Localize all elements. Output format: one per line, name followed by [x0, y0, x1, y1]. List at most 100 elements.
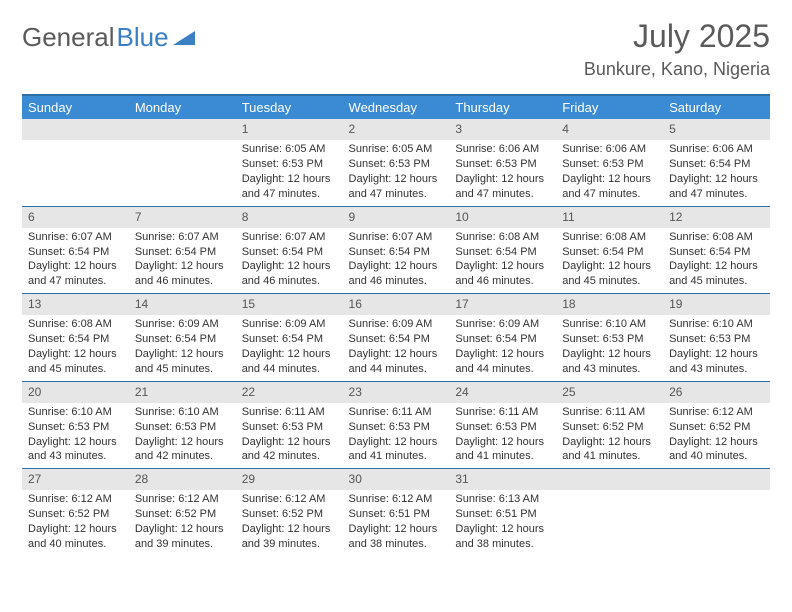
daylight-line: Daylight: 12 hours and 38 minutes. [349, 522, 444, 552]
day-body: Sunrise: 6:10 AMSunset: 6:53 PMDaylight:… [22, 403, 129, 468]
calendar-day-cell: 28Sunrise: 6:12 AMSunset: 6:52 PMDayligh… [129, 469, 236, 556]
sunset-line: Sunset: 6:53 PM [28, 420, 123, 435]
daylight-line: Daylight: 12 hours and 47 minutes. [455, 172, 550, 202]
daylight-line: Daylight: 12 hours and 44 minutes. [242, 347, 337, 377]
sunset-line: Sunset: 6:54 PM [349, 245, 444, 260]
sunset-line: Sunset: 6:52 PM [28, 507, 123, 522]
sunset-line: Sunset: 6:53 PM [562, 157, 657, 172]
daylight-line: Daylight: 12 hours and 47 minutes. [562, 172, 657, 202]
daylight-line: Daylight: 12 hours and 38 minutes. [455, 522, 550, 552]
calendar-day-cell: 11Sunrise: 6:08 AMSunset: 6:54 PMDayligh… [556, 206, 663, 294]
sunset-line: Sunset: 6:54 PM [455, 332, 550, 347]
daylight-line: Daylight: 12 hours and 41 minutes. [349, 435, 444, 465]
sunset-line: Sunset: 6:53 PM [669, 332, 764, 347]
daylight-line: Daylight: 12 hours and 47 minutes. [242, 172, 337, 202]
calendar-day-cell: 2Sunrise: 6:05 AMSunset: 6:53 PMDaylight… [343, 119, 450, 206]
calendar-day-cell: 20Sunrise: 6:10 AMSunset: 6:53 PMDayligh… [22, 381, 129, 469]
day-body: Sunrise: 6:11 AMSunset: 6:53 PMDaylight:… [449, 403, 556, 468]
day-number: 2 [343, 119, 450, 140]
day-header: Friday [556, 95, 663, 119]
sunset-line: Sunset: 6:54 PM [28, 245, 123, 260]
day-number: 7 [129, 207, 236, 228]
sunrise-line: Sunrise: 6:07 AM [28, 230, 123, 245]
day-header-row: SundayMondayTuesdayWednesdayThursdayFrid… [22, 95, 770, 119]
day-number-empty [129, 119, 236, 140]
daylight-line: Daylight: 12 hours and 41 minutes. [562, 435, 657, 465]
page-header: GeneralBlue July 2025 Bunkure, Kano, Nig… [22, 18, 770, 80]
daylight-line: Daylight: 12 hours and 45 minutes. [135, 347, 230, 377]
calendar-day-cell: 24Sunrise: 6:11 AMSunset: 6:53 PMDayligh… [449, 381, 556, 469]
day-body: Sunrise: 6:12 AMSunset: 6:52 PMDaylight:… [22, 490, 129, 555]
day-number: 9 [343, 207, 450, 228]
calendar-day-cell: 3Sunrise: 6:06 AMSunset: 6:53 PMDaylight… [449, 119, 556, 206]
day-body: Sunrise: 6:08 AMSunset: 6:54 PMDaylight:… [22, 315, 129, 380]
calendar-day-cell: 14Sunrise: 6:09 AMSunset: 6:54 PMDayligh… [129, 294, 236, 382]
calendar-empty-cell [663, 469, 770, 556]
sunrise-line: Sunrise: 6:12 AM [242, 492, 337, 507]
daylight-line: Daylight: 12 hours and 43 minutes. [562, 347, 657, 377]
daylight-line: Daylight: 12 hours and 45 minutes. [562, 259, 657, 289]
sunrise-line: Sunrise: 6:12 AM [28, 492, 123, 507]
daylight-line: Daylight: 12 hours and 39 minutes. [242, 522, 337, 552]
sunset-line: Sunset: 6:52 PM [669, 420, 764, 435]
sunrise-line: Sunrise: 6:10 AM [669, 317, 764, 332]
calendar-day-cell: 9Sunrise: 6:07 AMSunset: 6:54 PMDaylight… [343, 206, 450, 294]
sunrise-line: Sunrise: 6:05 AM [242, 142, 337, 157]
sunrise-line: Sunrise: 6:06 AM [669, 142, 764, 157]
brand-triangle-icon [173, 29, 197, 47]
sunrise-line: Sunrise: 6:11 AM [242, 405, 337, 420]
location-label: Bunkure, Kano, Nigeria [584, 59, 770, 80]
sunset-line: Sunset: 6:53 PM [455, 420, 550, 435]
calendar-day-cell: 15Sunrise: 6:09 AMSunset: 6:54 PMDayligh… [236, 294, 343, 382]
day-number: 19 [663, 294, 770, 315]
calendar-day-cell: 23Sunrise: 6:11 AMSunset: 6:53 PMDayligh… [343, 381, 450, 469]
daylight-line: Daylight: 12 hours and 47 minutes. [669, 172, 764, 202]
day-body: Sunrise: 6:06 AMSunset: 6:54 PMDaylight:… [663, 140, 770, 205]
sunrise-line: Sunrise: 6:09 AM [135, 317, 230, 332]
day-number: 13 [22, 294, 129, 315]
day-number: 29 [236, 469, 343, 490]
day-body: Sunrise: 6:12 AMSunset: 6:52 PMDaylight:… [236, 490, 343, 555]
day-body: Sunrise: 6:12 AMSunset: 6:51 PMDaylight:… [343, 490, 450, 555]
calendar-week-row: 27Sunrise: 6:12 AMSunset: 6:52 PMDayligh… [22, 469, 770, 556]
day-body: Sunrise: 6:11 AMSunset: 6:53 PMDaylight:… [236, 403, 343, 468]
day-body: Sunrise: 6:07 AMSunset: 6:54 PMDaylight:… [236, 228, 343, 293]
month-title: July 2025 [584, 18, 770, 55]
calendar-week-row: 1Sunrise: 6:05 AMSunset: 6:53 PMDaylight… [22, 119, 770, 206]
daylight-line: Daylight: 12 hours and 41 minutes. [455, 435, 550, 465]
sunrise-line: Sunrise: 6:13 AM [455, 492, 550, 507]
day-number: 8 [236, 207, 343, 228]
calendar-day-cell: 6Sunrise: 6:07 AMSunset: 6:54 PMDaylight… [22, 206, 129, 294]
calendar-week-row: 13Sunrise: 6:08 AMSunset: 6:54 PMDayligh… [22, 294, 770, 382]
sunset-line: Sunset: 6:52 PM [562, 420, 657, 435]
sunrise-line: Sunrise: 6:12 AM [135, 492, 230, 507]
sunset-line: Sunset: 6:53 PM [242, 420, 337, 435]
day-body: Sunrise: 6:09 AMSunset: 6:54 PMDaylight:… [343, 315, 450, 380]
day-header: Sunday [22, 95, 129, 119]
daylight-line: Daylight: 12 hours and 46 minutes. [349, 259, 444, 289]
calendar-day-cell: 8Sunrise: 6:07 AMSunset: 6:54 PMDaylight… [236, 206, 343, 294]
sunset-line: Sunset: 6:54 PM [135, 245, 230, 260]
sunrise-line: Sunrise: 6:05 AM [349, 142, 444, 157]
sunrise-line: Sunrise: 6:10 AM [135, 405, 230, 420]
day-body: Sunrise: 6:07 AMSunset: 6:54 PMDaylight:… [129, 228, 236, 293]
calendar-day-cell: 16Sunrise: 6:09 AMSunset: 6:54 PMDayligh… [343, 294, 450, 382]
calendar-empty-cell [22, 119, 129, 206]
calendar-day-cell: 7Sunrise: 6:07 AMSunset: 6:54 PMDaylight… [129, 206, 236, 294]
sunset-line: Sunset: 6:54 PM [242, 332, 337, 347]
sunrise-line: Sunrise: 6:06 AM [455, 142, 550, 157]
daylight-line: Daylight: 12 hours and 43 minutes. [669, 347, 764, 377]
calendar-day-cell: 22Sunrise: 6:11 AMSunset: 6:53 PMDayligh… [236, 381, 343, 469]
day-body: Sunrise: 6:06 AMSunset: 6:53 PMDaylight:… [449, 140, 556, 205]
day-body: Sunrise: 6:09 AMSunset: 6:54 PMDaylight:… [236, 315, 343, 380]
day-body: Sunrise: 6:13 AMSunset: 6:51 PMDaylight:… [449, 490, 556, 555]
day-number: 15 [236, 294, 343, 315]
calendar-week-row: 6Sunrise: 6:07 AMSunset: 6:54 PMDaylight… [22, 206, 770, 294]
day-header: Tuesday [236, 95, 343, 119]
sunrise-line: Sunrise: 6:08 AM [669, 230, 764, 245]
day-header: Monday [129, 95, 236, 119]
day-number: 26 [663, 382, 770, 403]
day-number: 12 [663, 207, 770, 228]
calendar-day-cell: 10Sunrise: 6:08 AMSunset: 6:54 PMDayligh… [449, 206, 556, 294]
sunrise-line: Sunrise: 6:12 AM [349, 492, 444, 507]
